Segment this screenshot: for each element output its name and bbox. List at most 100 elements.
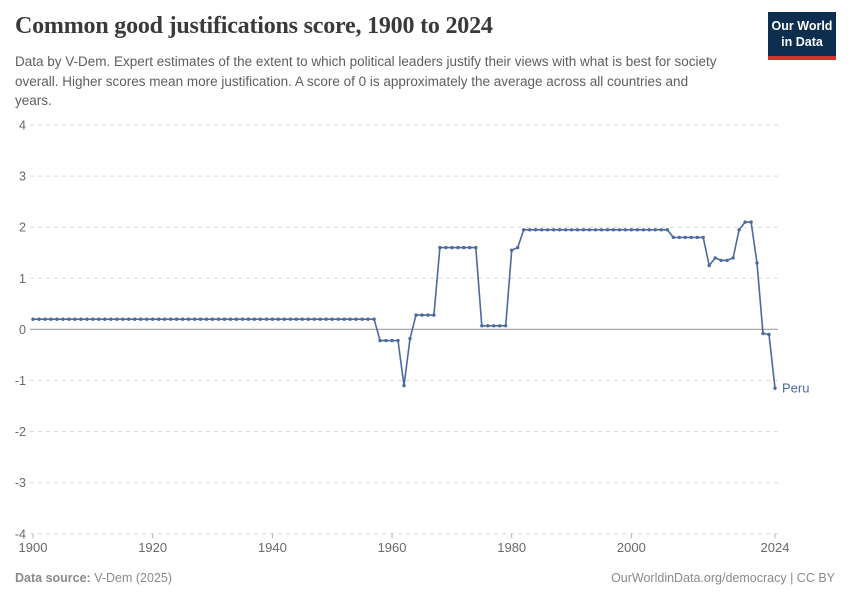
data-point[interactable] [192, 317, 197, 321]
data-point[interactable] [228, 317, 233, 321]
data-point[interactable] [743, 220, 747, 224]
data-point[interactable] [593, 228, 598, 232]
data-point[interactable] [354, 317, 358, 321]
data-point[interactable] [468, 245, 472, 250]
series-end-label[interactable]: Peru [782, 381, 809, 396]
data-point[interactable] [396, 338, 400, 343]
data-point[interactable] [384, 338, 388, 343]
data-point[interactable] [611, 228, 616, 232]
data-point[interactable] [575, 228, 580, 232]
data-point[interactable] [294, 317, 298, 321]
data-point[interactable] [270, 317, 275, 321]
data-point[interactable] [653, 228, 657, 232]
data-point[interactable] [115, 317, 119, 321]
data-point[interactable] [324, 317, 328, 321]
data-point[interactable] [587, 228, 592, 232]
data-point[interactable] [605, 228, 610, 232]
data-point[interactable] [695, 235, 699, 240]
data-point[interactable] [522, 228, 526, 232]
data-point[interactable] [438, 245, 442, 250]
data-point[interactable] [276, 317, 280, 321]
data-point[interactable] [336, 317, 340, 321]
data-point[interactable] [360, 317, 364, 321]
data-point[interactable] [701, 235, 705, 240]
data-point[interactable] [474, 245, 478, 250]
data-point[interactable] [234, 317, 239, 321]
data-point[interactable] [330, 317, 334, 321]
data-point[interactable] [713, 256, 717, 260]
data-point[interactable] [402, 383, 406, 388]
data-point[interactable] [773, 386, 777, 390]
data-point[interactable] [761, 331, 765, 336]
data-point[interactable] [498, 324, 502, 328]
data-point[interactable] [97, 317, 101, 321]
data-point[interactable] [31, 317, 35, 321]
data-point[interactable] [504, 324, 508, 328]
data-point[interactable] [623, 228, 628, 232]
data-point[interactable] [510, 248, 514, 252]
data-point[interactable] [755, 261, 759, 265]
data-point[interactable] [641, 228, 646, 232]
data-point[interactable] [79, 317, 83, 321]
data-point[interactable] [151, 317, 155, 321]
data-point[interactable] [121, 317, 125, 321]
data-point[interactable] [366, 317, 370, 321]
data-point[interactable] [462, 245, 466, 250]
data-point[interactable] [539, 228, 544, 232]
data-point[interactable] [204, 317, 209, 321]
data-point[interactable] [689, 235, 693, 240]
owid-footer-link[interactable]: OurWorldinData.org/democracy | CC BY [611, 571, 835, 585]
data-point[interactable] [414, 313, 418, 317]
data-point[interactable] [139, 317, 143, 321]
data-point[interactable] [671, 235, 675, 240]
data-point[interactable] [103, 317, 107, 321]
data-point[interactable] [222, 317, 227, 321]
data-point[interactable] [659, 228, 663, 232]
data-point[interactable] [318, 317, 322, 321]
data-point[interactable] [719, 258, 723, 263]
data-point[interactable] [563, 228, 568, 232]
data-point[interactable] [246, 317, 251, 321]
data-point[interactable] [288, 317, 292, 321]
data-point[interactable] [372, 317, 376, 321]
data-point[interactable] [216, 317, 221, 321]
data-point[interactable] [551, 228, 556, 232]
data-point[interactable] [312, 317, 316, 321]
data-point[interactable] [109, 317, 113, 321]
data-point[interactable] [725, 258, 729, 263]
data-point[interactable] [731, 256, 735, 260]
data-point[interactable] [168, 317, 173, 321]
data-point[interactable] [55, 317, 59, 321]
data-point[interactable] [91, 317, 95, 321]
data-point[interactable] [683, 235, 687, 240]
data-point[interactable] [599, 228, 604, 232]
data-point[interactable] [186, 317, 191, 321]
data-point[interactable] [492, 324, 496, 328]
data-point[interactable] [617, 228, 622, 232]
data-point[interactable] [37, 317, 41, 321]
data-point[interactable] [49, 317, 53, 321]
data-point[interactable] [198, 317, 203, 321]
data-point[interactable] [342, 317, 346, 321]
data-point[interactable] [258, 317, 263, 321]
data-point[interactable] [677, 235, 681, 240]
data-point[interactable] [306, 317, 310, 321]
data-point[interactable] [635, 228, 640, 232]
data-point[interactable] [145, 317, 149, 321]
data-point[interactable] [67, 317, 71, 321]
data-point[interactable] [348, 317, 352, 321]
data-point[interactable] [127, 317, 131, 321]
data-point[interactable] [390, 338, 394, 343]
data-point[interactable] [450, 245, 454, 250]
data-point[interactable] [180, 317, 185, 321]
data-point[interactable] [378, 338, 382, 343]
data-point[interactable] [647, 228, 651, 232]
data-point[interactable] [516, 245, 520, 250]
data-point[interactable] [528, 228, 532, 232]
data-point[interactable] [456, 245, 460, 250]
data-point[interactable] [545, 228, 550, 232]
data-point[interactable] [581, 228, 586, 232]
data-point[interactable] [61, 317, 65, 321]
data-point[interactable] [133, 317, 137, 321]
